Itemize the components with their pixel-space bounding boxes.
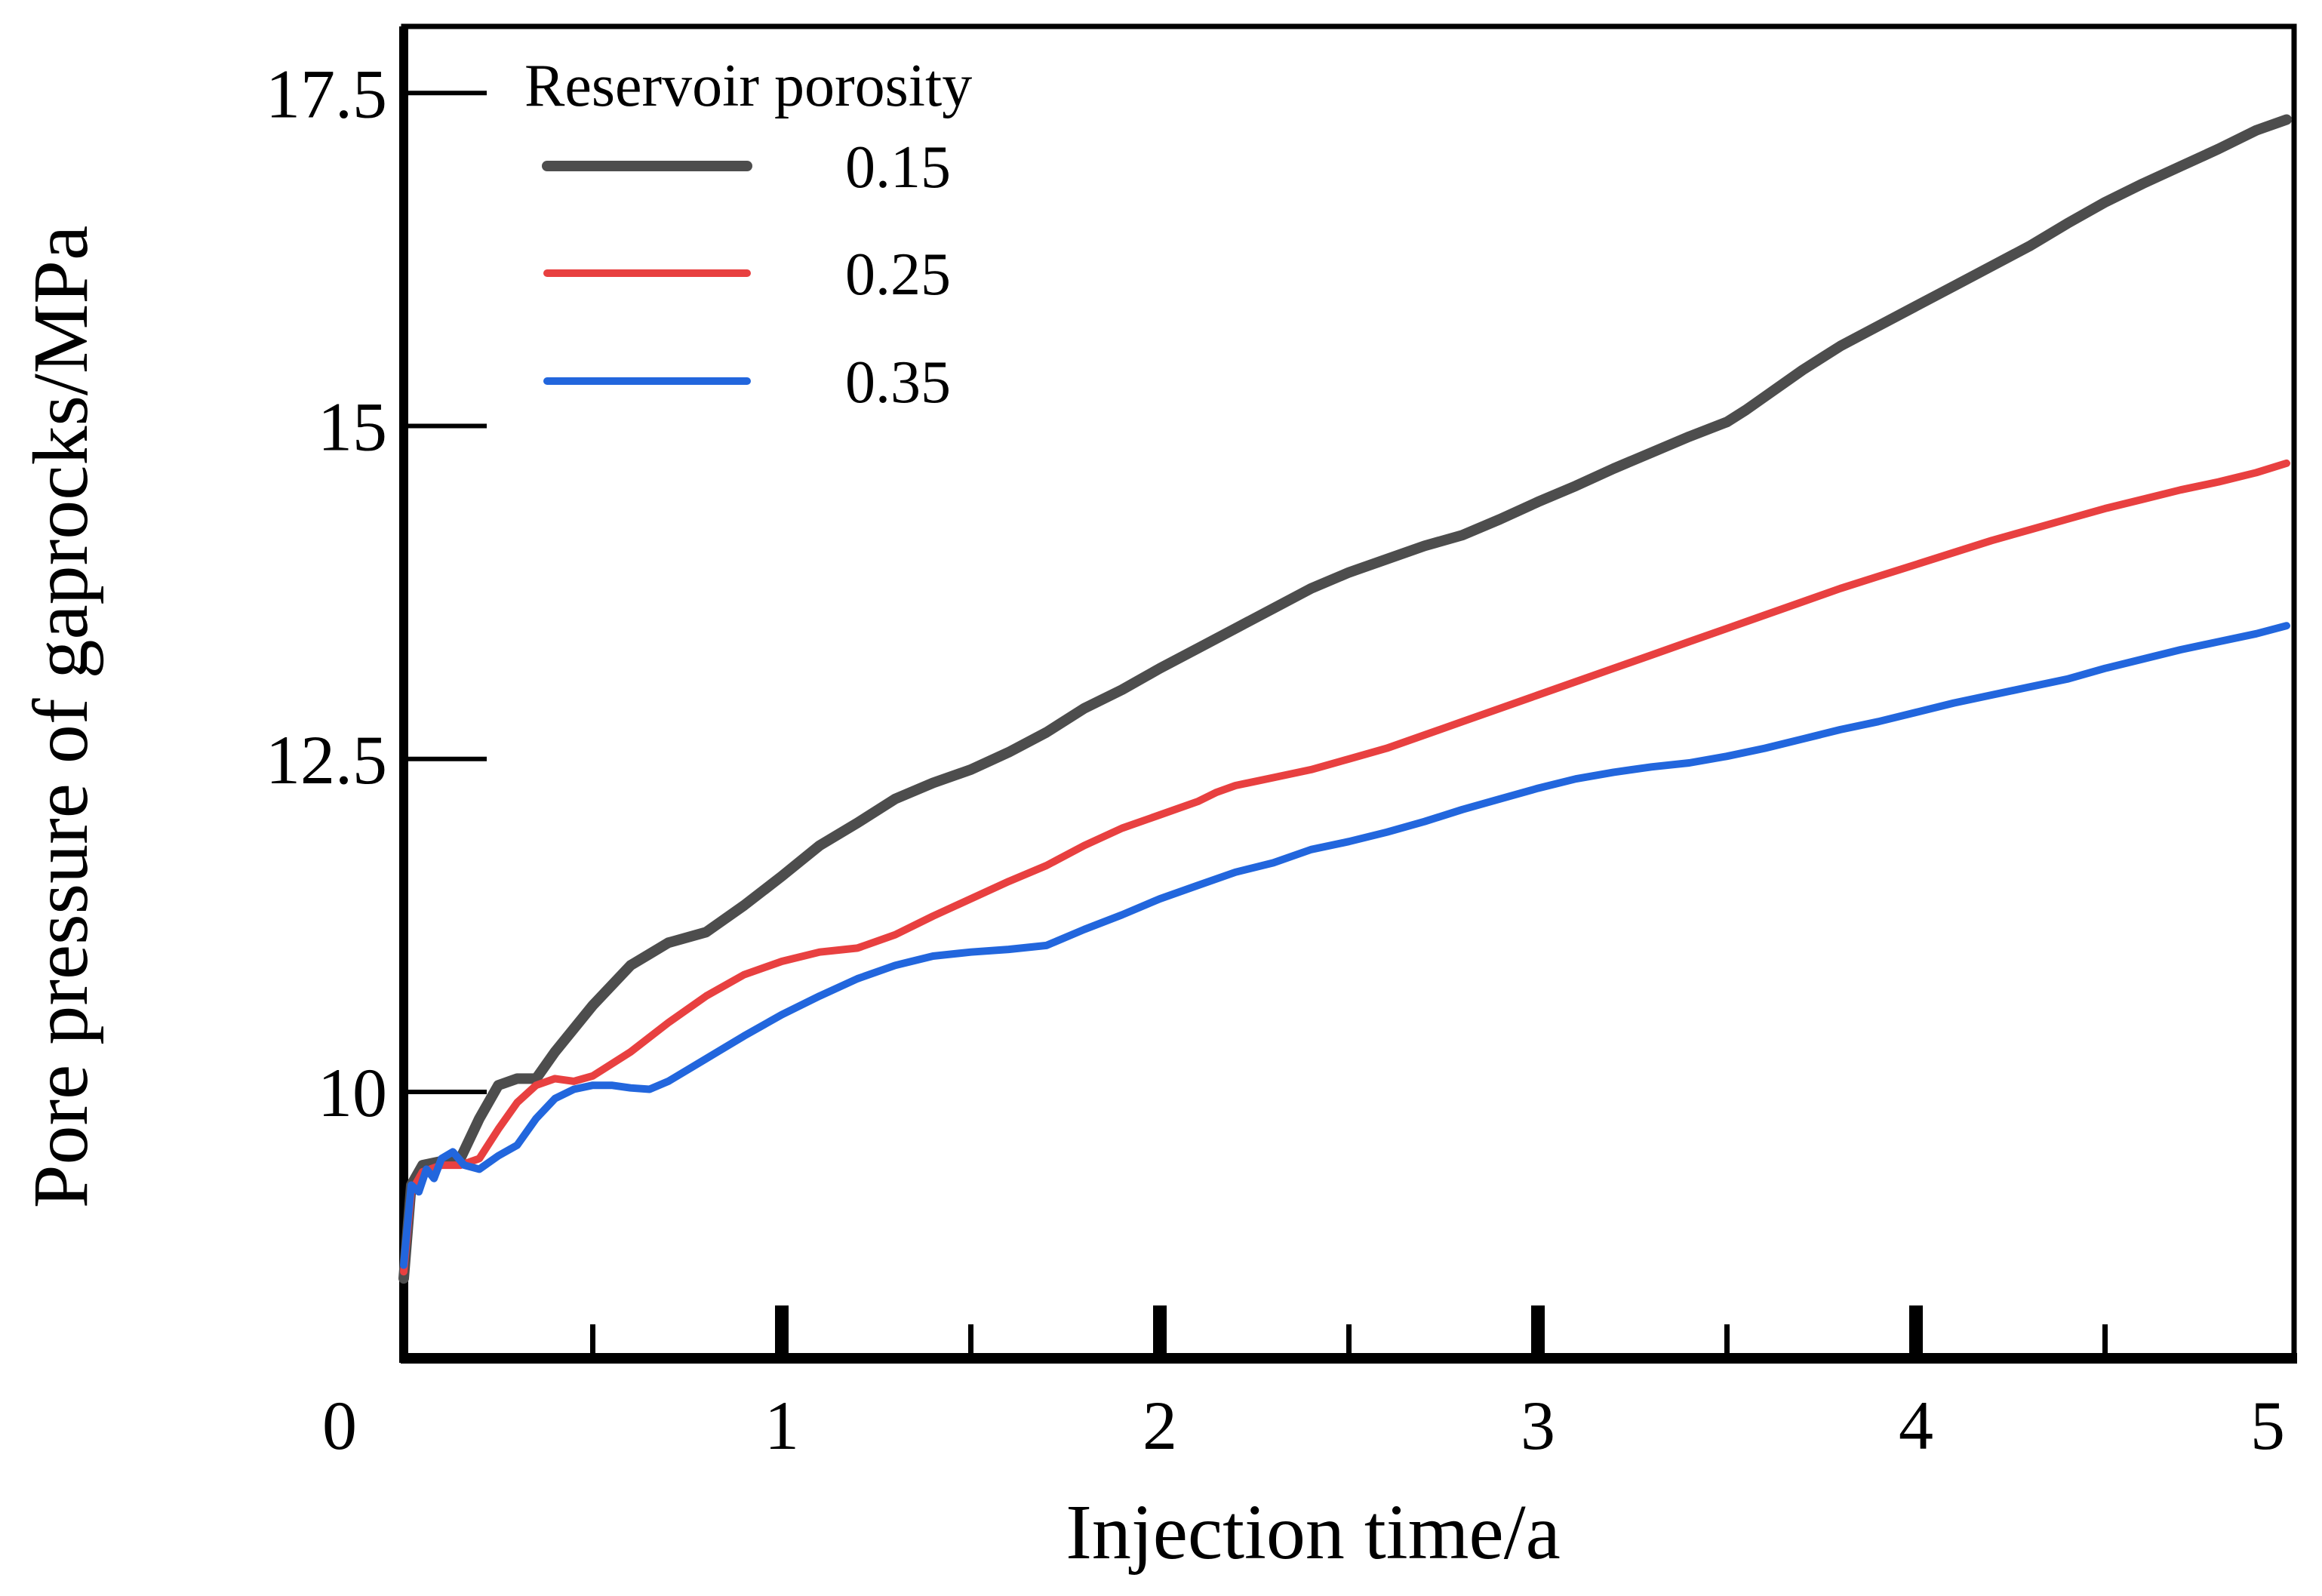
series-layer <box>398 114 2292 1284</box>
ticks-layer: 10 12.5 15 17.5 0 1 2 3 4 5 <box>266 55 2285 1464</box>
plot-area <box>399 23 2297 1364</box>
y-tick-label: 12.5 <box>266 721 387 798</box>
x-tick-label: 5 <box>2250 1387 2285 1464</box>
x-tick-label: 0 <box>322 1387 357 1464</box>
x-tick-label: 3 <box>1521 1387 1555 1464</box>
series-line-0-25 <box>400 459 2290 1276</box>
x-tick-label: 1 <box>764 1387 799 1464</box>
x-tick-label: 4 <box>1899 1387 1933 1464</box>
legend-label: 0.15 <box>845 134 951 201</box>
series-line-0-35 <box>400 622 2290 1269</box>
legend-title: Reservoir porosity <box>524 53 972 119</box>
y-tick-label: 10 <box>318 1054 387 1131</box>
y-tick-label: 15 <box>318 389 387 466</box>
legend: Reservoir porosity 0.15 0.25 0.35 <box>524 53 972 416</box>
legend-label: 0.35 <box>845 349 951 416</box>
x-axis-label: Injection time/a <box>1066 1489 1561 1576</box>
legend-label: 0.25 <box>845 241 951 308</box>
y-axis-label: Pore pressure of gaprocks/MPa <box>17 226 104 1209</box>
y-tick-label: 17.5 <box>266 55 387 132</box>
labels-layer: Injection time/a Pore pressure of gaproc… <box>17 226 1561 1576</box>
x-tick-label: 2 <box>1143 1387 1177 1464</box>
series-line-0-15 <box>398 114 2292 1284</box>
